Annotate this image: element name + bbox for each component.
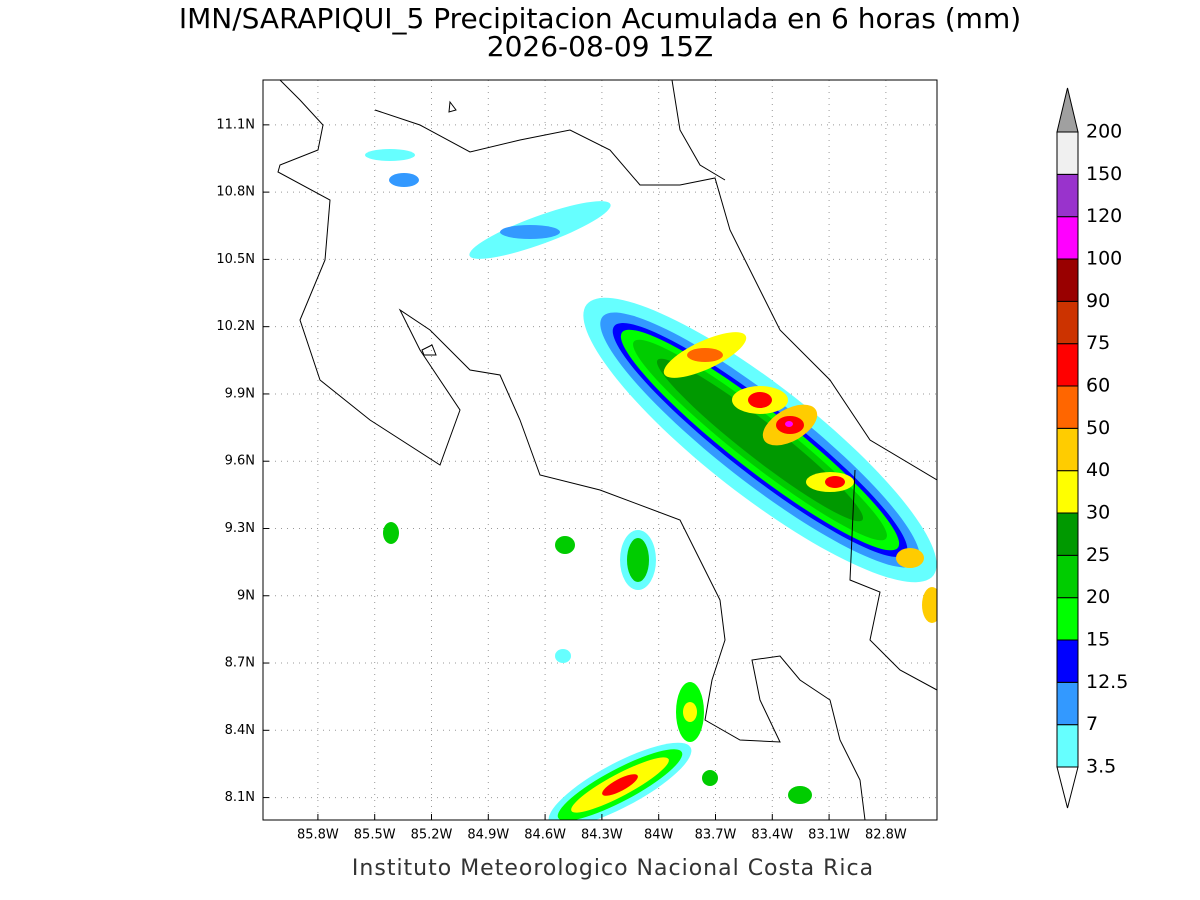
colorbar-label: 40	[1086, 459, 1110, 481]
colorbar-label: 75	[1086, 332, 1110, 354]
y-tick-label: 9N	[237, 588, 255, 603]
colorbar-box	[1056, 131, 1079, 175]
y-tick-label: 11.1N	[216, 117, 255, 132]
x-tick-label: 83.7W	[695, 828, 737, 843]
colorbar-box	[1056, 343, 1079, 387]
colorbar-label: 7	[1086, 713, 1098, 735]
colorbar-label: 3.5	[1086, 756, 1116, 778]
x-tick-label: 84W	[644, 828, 674, 843]
x-tick-label: 82.8W	[865, 828, 907, 843]
precipitation-field	[277, 80, 937, 820]
y-tick-label: 9.9N	[225, 386, 255, 401]
colorbar-box	[1056, 385, 1079, 429]
y-tick-label: 8.4N	[225, 723, 255, 738]
colorbar-box	[1056, 258, 1079, 302]
y-tick-label: 8.1N	[225, 790, 255, 805]
colorbar-box	[1056, 427, 1079, 472]
y-tick-label: 10.2N	[216, 319, 255, 334]
colorbar-label: 50	[1086, 417, 1110, 439]
title: IMN/SARAPIQUI_5 Precipitacion Acumulada …	[179, 2, 1021, 35]
colorbar-box	[1056, 724, 1079, 768]
x-tick-label: 85.2W	[411, 828, 453, 843]
colorbar-label: 150	[1086, 163, 1122, 185]
y-tick-label: 10.8N	[216, 185, 255, 200]
colorbar-box	[1056, 216, 1079, 260]
colorbar-label: 20	[1086, 586, 1110, 608]
colorbar-label: 90	[1086, 290, 1110, 312]
y-tick-label: 9.3N	[225, 521, 255, 536]
colorbar-label: 200	[1086, 121, 1122, 143]
x-tick-label: 84.6W	[524, 828, 566, 843]
colorbar-under	[1056, 766, 1079, 809]
colorbar-label: 12.5	[1086, 671, 1128, 693]
colorbar-box	[1056, 512, 1079, 556]
colorbar-over	[1056, 87, 1079, 133]
colorbar-label: 120	[1086, 205, 1122, 227]
x-tick-label: 85.5W	[354, 828, 396, 843]
subtitle: 2026-08-09 15Z	[487, 30, 713, 63]
colorbar-box	[1056, 597, 1079, 641]
y-tick-label: 9.6N	[225, 454, 255, 469]
colorbar-box	[1056, 300, 1079, 345]
colorbar-box	[1056, 639, 1079, 683]
colorbar-box	[1056, 554, 1079, 599]
footer: Instituto Meteorologico Nacional Costa R…	[352, 856, 874, 881]
x-tick-label: 83.1W	[808, 828, 850, 843]
colorbar-box	[1056, 470, 1079, 514]
colorbar-label: 30	[1086, 502, 1110, 524]
colorbar-box	[1056, 173, 1079, 218]
map-frame	[262, 79, 938, 821]
colorbar-box	[1056, 681, 1079, 726]
colorbar-label: 100	[1086, 248, 1122, 270]
colorbar-label: 60	[1086, 375, 1110, 397]
colorbar-label: 15	[1086, 629, 1110, 651]
x-tick-label: 85.8W	[297, 828, 339, 843]
x-tick-label: 83.4W	[751, 828, 793, 843]
y-tick-label: 8.7N	[225, 656, 255, 671]
x-tick-label: 84.9W	[467, 828, 509, 843]
y-tick-label: 10.5N	[216, 252, 255, 267]
colorbar-label: 25	[1086, 544, 1110, 566]
x-tick-label: 84.3W	[581, 828, 623, 843]
